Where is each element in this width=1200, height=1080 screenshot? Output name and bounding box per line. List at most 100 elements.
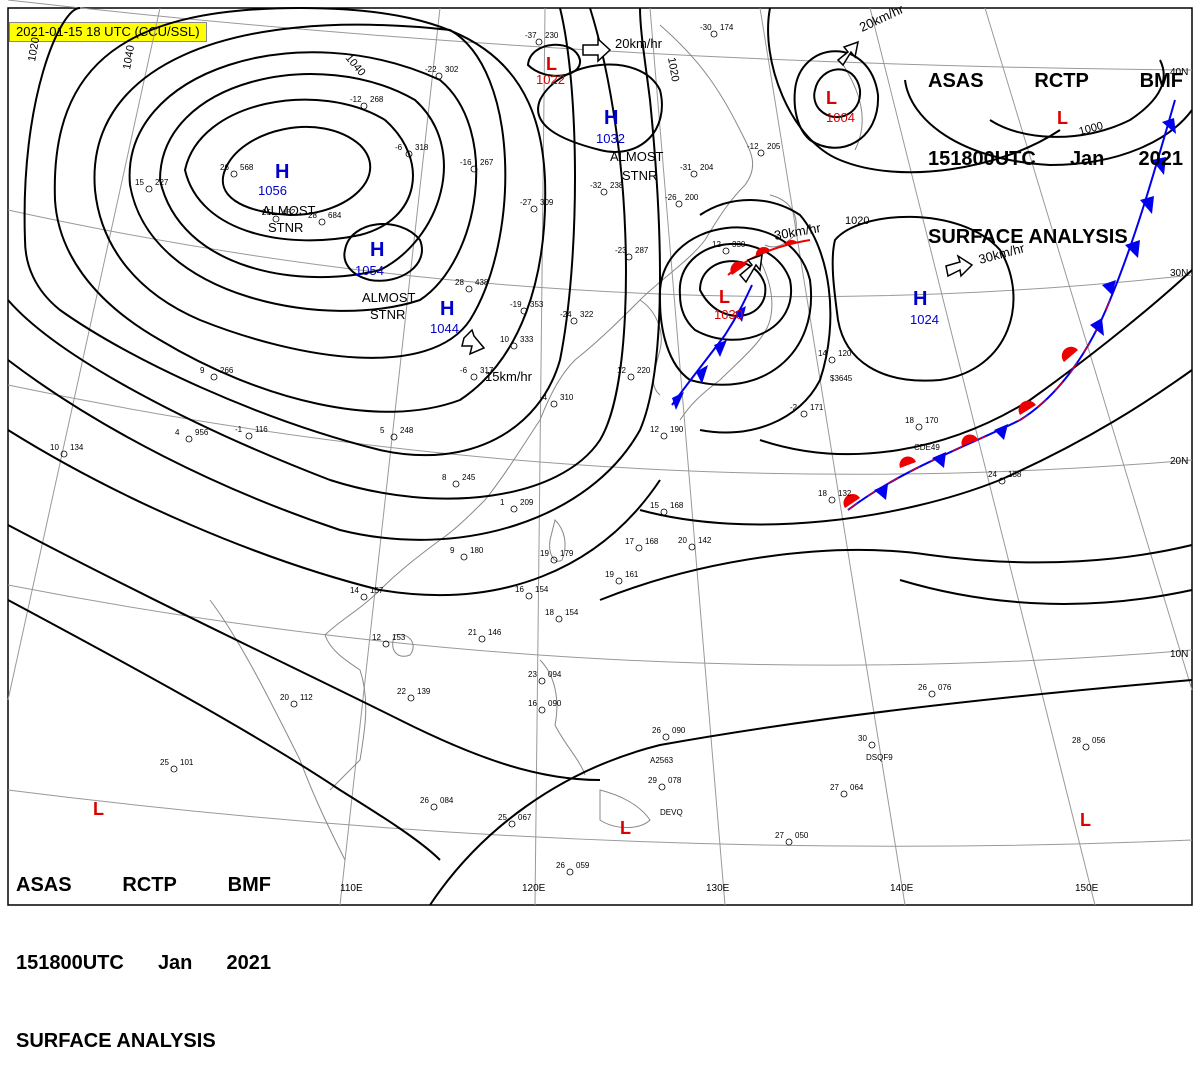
isobar-1016: [7, 599, 441, 861]
station-circle: [570, 317, 578, 325]
station-temp: 9: [450, 546, 455, 555]
title-word: 151800UTC: [16, 952, 124, 974]
isobar-ring-3: [128, 51, 478, 312]
stationary-front-warm-bump: [1018, 400, 1036, 415]
isobar-label: 1020: [845, 215, 869, 227]
station-pressure: 245: [462, 473, 476, 482]
motion-arrow-ne: [738, 253, 763, 284]
high-symbol: H: [913, 288, 927, 310]
station-plot: -22 302: [425, 65, 459, 80]
station-temp: 17: [625, 537, 634, 546]
isobar-1040-b: [53, 6, 547, 413]
title-word: Jan: [1069, 148, 1105, 170]
station-temp: -16: [460, 158, 472, 167]
station-circle: [360, 593, 368, 601]
station-pressure: 174: [720, 23, 734, 32]
motion-label: 20km/hr: [615, 36, 663, 51]
station-plot: 4 956: [175, 428, 209, 443]
station-circle: [675, 200, 683, 208]
station-circle: [658, 783, 666, 791]
station-circle: [520, 307, 528, 315]
station-pressure: 200: [685, 193, 699, 202]
station-circle: [272, 215, 280, 223]
title-word: RCTP: [1034, 70, 1089, 92]
station-plot: 16 090: [528, 699, 562, 714]
station-circle: [360, 102, 368, 110]
map-frame: [7, 7, 1193, 906]
station-circle: [660, 508, 668, 516]
station-plot: -31 204: [680, 163, 714, 178]
station-plot: 16 154: [515, 585, 549, 600]
meridian-100e: [7, 7, 161, 701]
station-pressure: 064: [850, 783, 864, 792]
station-temp: -24: [560, 310, 572, 319]
station-plot: -27 309: [520, 198, 554, 213]
station-temp: 19: [540, 549, 549, 558]
station-code: $3645: [830, 374, 853, 383]
low-symbol: L: [546, 54, 557, 74]
station-circle: [290, 700, 298, 708]
station-circle: [530, 205, 538, 213]
motion-label: 15km/hr: [485, 369, 533, 384]
station-circle: [627, 373, 635, 381]
stationary-front-barb: [1125, 240, 1140, 258]
station-circle: [555, 615, 563, 623]
station-circle: [800, 410, 808, 418]
station-plot: -1 116: [235, 425, 268, 440]
station-temp: 28: [1072, 736, 1081, 745]
station-pressure: 287: [635, 246, 649, 255]
station-circle: [435, 72, 443, 80]
station-circle: [828, 356, 836, 364]
title-line-3: SURFACE ANALYSIS: [928, 226, 1128, 248]
station-plot: 28 684: [308, 211, 342, 226]
parallel-30n: [7, 209, 1193, 298]
station-pressure: 220: [637, 366, 651, 375]
station-plot: 30: [858, 734, 876, 749]
station-temp: 12: [712, 240, 721, 249]
station-circle: [510, 505, 518, 513]
station-circle: [460, 553, 468, 561]
station-circle: [915, 423, 923, 431]
station-pressure: 132: [838, 489, 852, 498]
station-pressure: 142: [698, 536, 712, 545]
station-temp: 21: [468, 628, 477, 637]
isobar-1054: [343, 223, 423, 282]
station-temp: 27: [775, 831, 784, 840]
station-circle: [710, 30, 718, 38]
parallel-0: [7, 789, 1193, 847]
station-pressure: 084: [440, 796, 454, 805]
station-plot: -2 171: [790, 403, 824, 418]
isobar-1036: [23, 7, 576, 457]
station-circle: [452, 480, 460, 488]
station-temp: -12: [350, 95, 362, 104]
station-circle: [230, 170, 238, 178]
station-circle: [185, 435, 193, 443]
station-temp: 28: [455, 278, 464, 287]
title-word: BMF: [227, 874, 271, 896]
station-pressure: 090: [672, 726, 686, 735]
station-temp: 22: [397, 687, 406, 696]
station-plot: 5 248: [380, 426, 414, 441]
low-center: L: [93, 799, 104, 819]
station-code: DEVQ: [660, 808, 683, 817]
station-pressure: 267: [480, 158, 494, 167]
title-word: 2021: [226, 952, 272, 974]
station-temp: 25: [262, 208, 271, 217]
station-temp: -19: [510, 300, 522, 309]
high-center: H 1024: [910, 288, 939, 327]
station-codes: A2563 CDE49 DEVQ DSQF9 $3645: [650, 374, 940, 817]
station-pressure: 684: [328, 211, 342, 220]
isobar-h1024: [831, 215, 1015, 382]
station-circle: [210, 373, 218, 381]
station-plot: 29 078: [648, 776, 682, 791]
station-code: DSQF9: [866, 753, 893, 762]
coast-luzon: [539, 659, 586, 776]
station-temp: 25: [160, 758, 169, 767]
station-plot: 12 153: [372, 633, 406, 648]
stationary-front-warm-bump: [961, 434, 978, 446]
station-circle: [478, 635, 486, 643]
station-plot: 12 190: [650, 425, 684, 440]
lon-label: 130E: [706, 883, 730, 894]
cold-front-barb: [696, 365, 708, 384]
meridian-110e: [339, 7, 441, 906]
